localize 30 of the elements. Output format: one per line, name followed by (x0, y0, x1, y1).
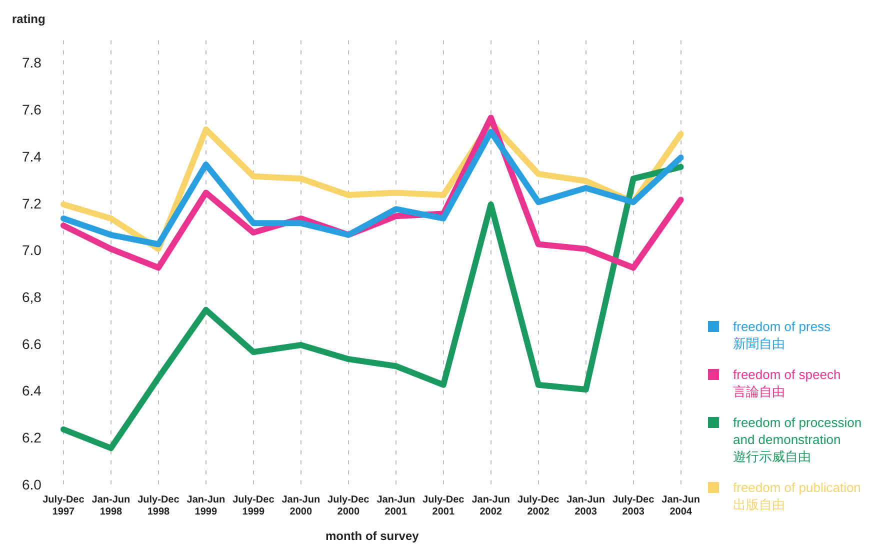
y-axis-title: rating (12, 12, 46, 26)
y-tick-label: 6.6 (22, 336, 42, 352)
x-tick-label: Jan-Jun 2001 (376, 494, 416, 518)
y-tick-label: 7.0 (22, 242, 42, 258)
x-tick-label: July-Dec 2001 (422, 494, 465, 518)
x-tick-label: July-Dec 1998 (138, 494, 180, 518)
y-tick-label: 6.0 (22, 476, 42, 492)
x-tick-label: July-Dec 2002 (518, 494, 560, 518)
x-tick-label: Jan-Jun 1998 (92, 494, 130, 518)
y-tick-label: 7.4 (22, 148, 42, 164)
y-tick-label: 7.2 (22, 195, 42, 212)
legend-label: freedom of procession and demonstration 遊行示威自由 (733, 414, 862, 465)
x-tick-label: July-Dec 2000 (328, 494, 370, 518)
legend-label: freedom of publication 出版自由 (733, 479, 861, 513)
y-tick-label: 6.2 (22, 430, 42, 446)
x-tick-label: July-Dec 1999 (232, 494, 275, 518)
y-tick-label: 6,8 (22, 289, 42, 306)
x-tick-label: Jan-Jun 2003 (566, 494, 606, 518)
legend-label: freedom of press 新聞自由 (733, 318, 831, 352)
x-tick-label: July-Dec 2003 (612, 494, 655, 518)
x-axis-title: month of survey (325, 529, 420, 544)
x-tick-label: Jan-Jun 1999 (186, 494, 226, 518)
x-tick-label: Jan-Jun 2004 (662, 494, 700, 518)
y-tick-label: 6.4 (22, 382, 42, 399)
x-tick-label: July-Dec 1997 (42, 494, 85, 518)
x-tick-label: Jan-Jun 2002 (472, 494, 510, 518)
x-tick-label: Jan-Jun 2000 (282, 494, 320, 518)
y-tick-label: 7.6 (22, 102, 42, 118)
y-tick-label: 7.8 (22, 54, 42, 71)
legend-label: freedom of speech 言論自由 (733, 366, 841, 400)
